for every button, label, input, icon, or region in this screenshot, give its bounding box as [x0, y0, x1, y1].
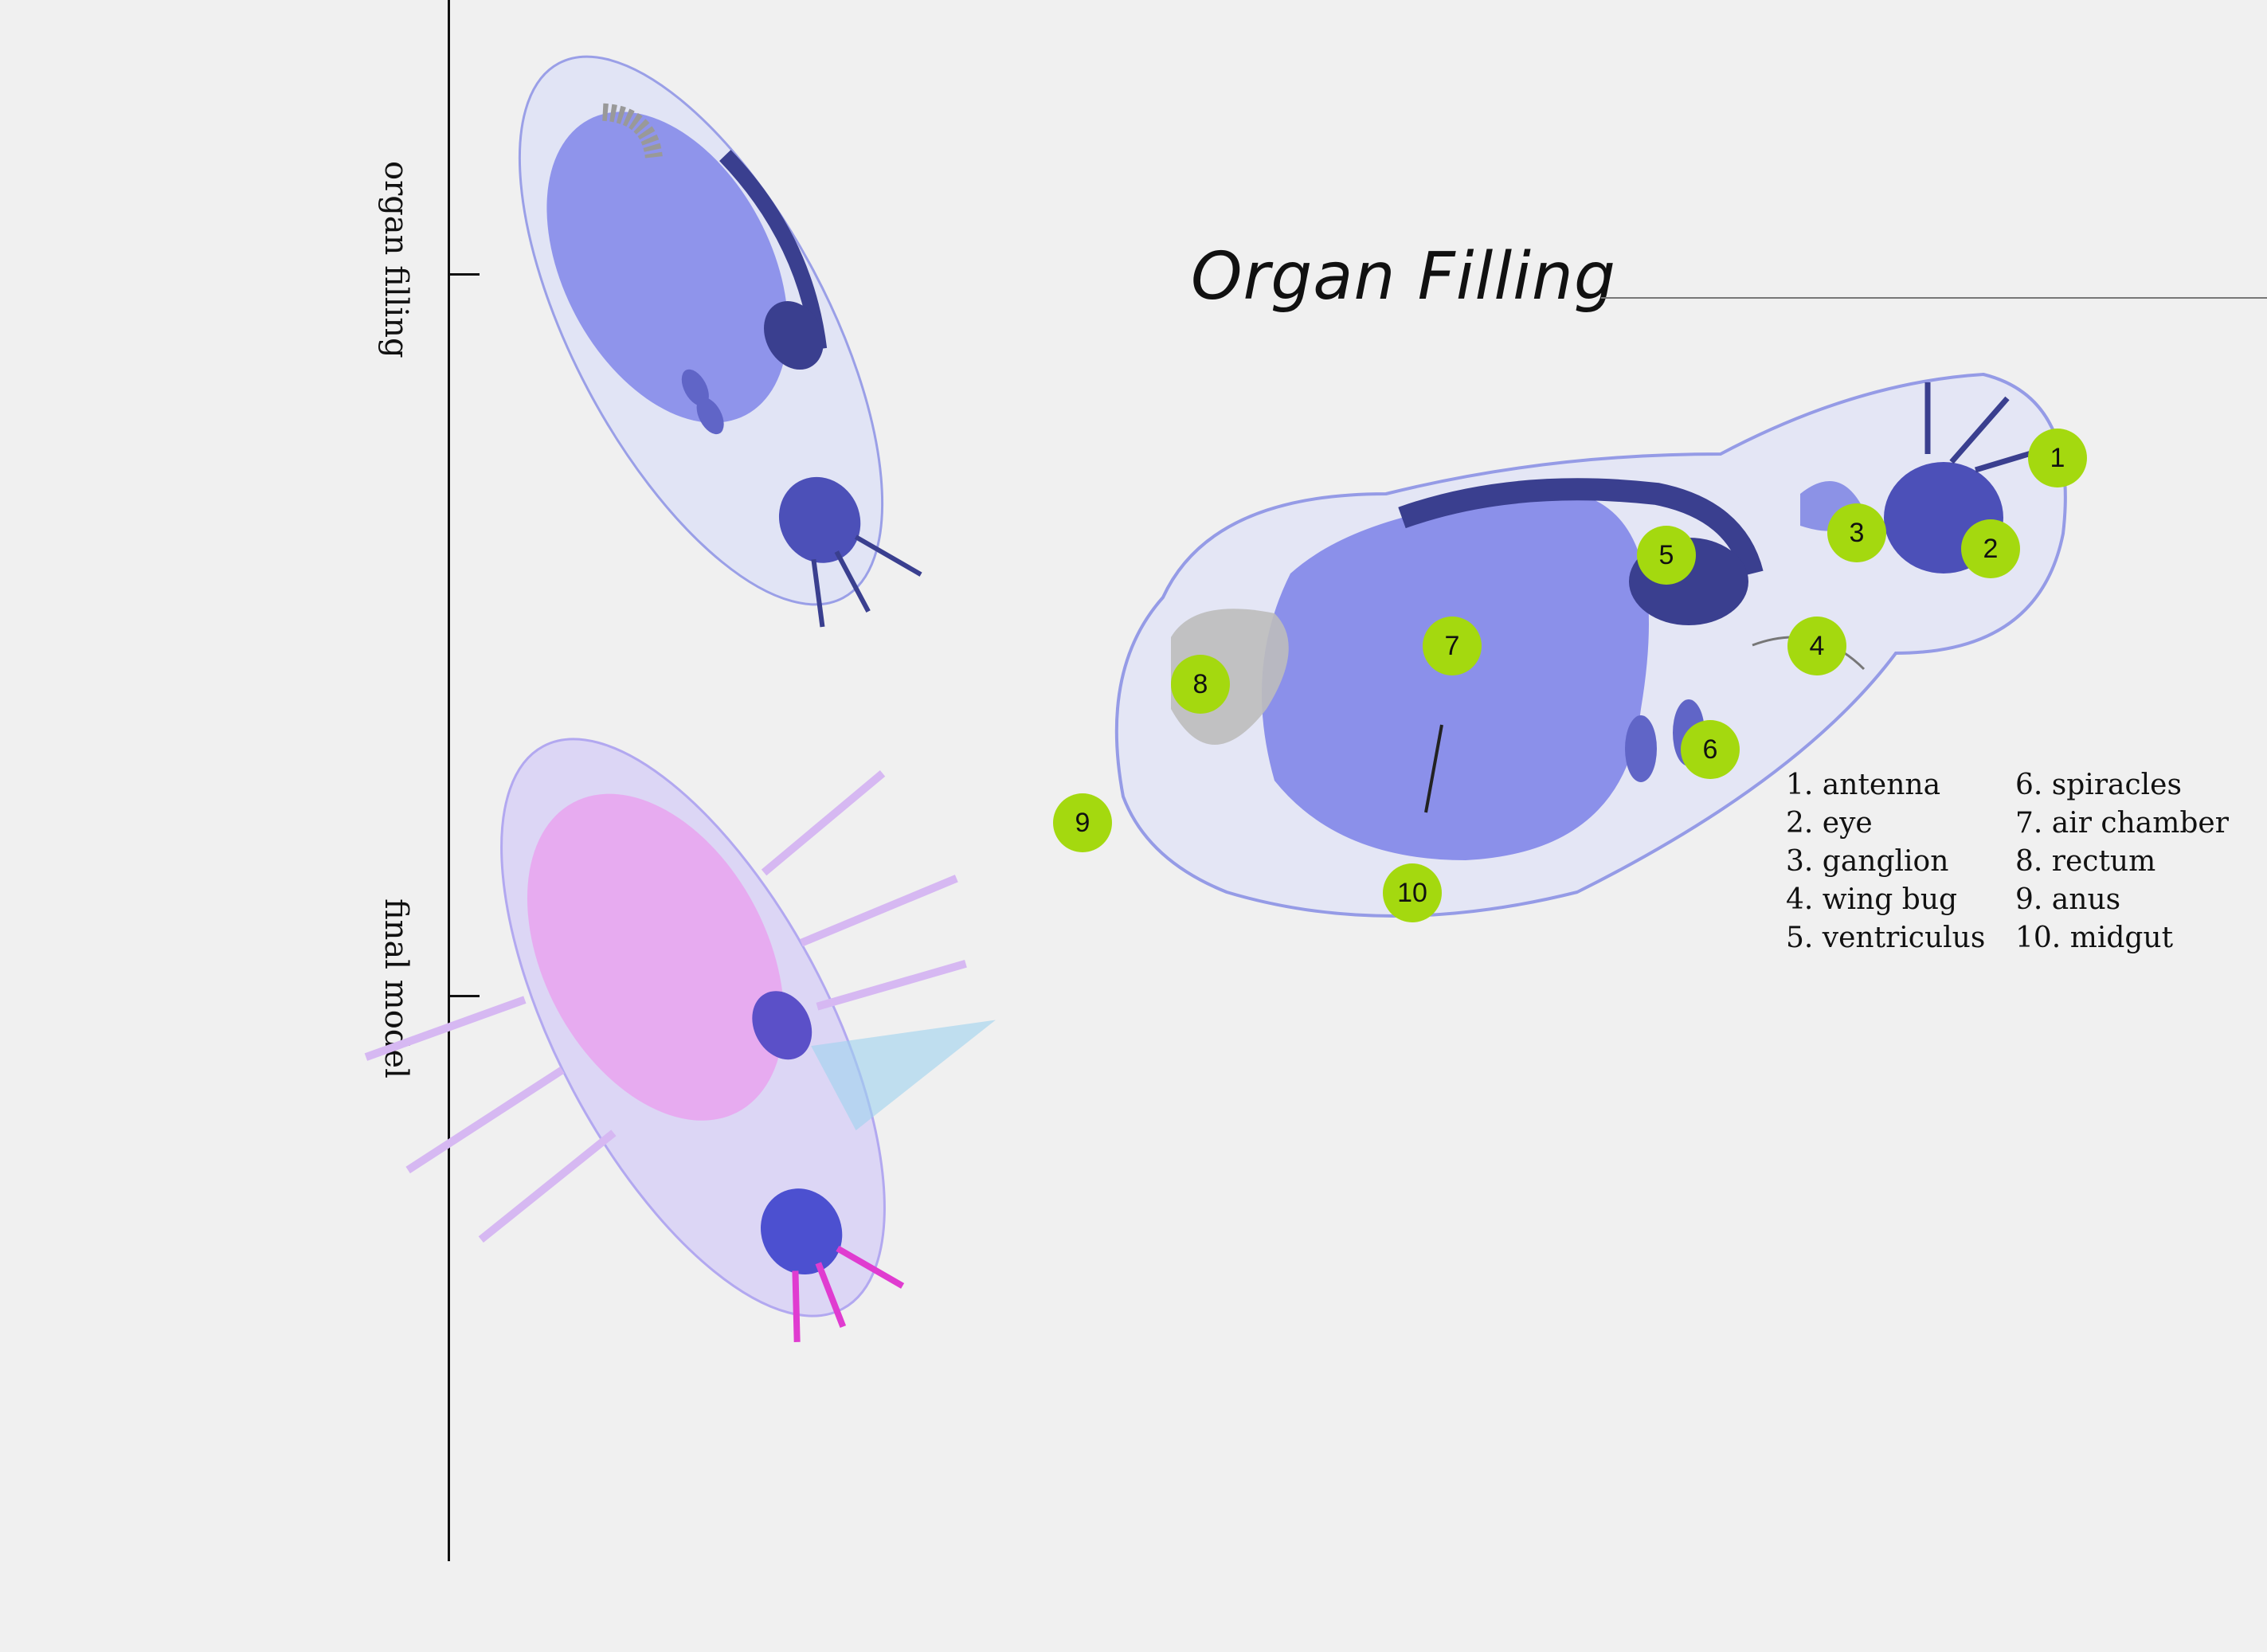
timeline-axis: [448, 0, 450, 1561]
final-model-thumbnail: [364, 738, 996, 1342]
legend-item: 8. rectum: [2015, 845, 2156, 878]
page-title: Organ Filling: [1191, 239, 1616, 315]
legend-item: 6. spiracles: [2015, 769, 2182, 801]
timeline-tick-organ-filling: [448, 273, 480, 276]
legend-right-column: 6. spiracles 7. air chamber 8. rectum 9.…: [2015, 766, 2229, 957]
marker-air-chamber: 7: [1423, 617, 1482, 675]
legend-item: 3. ganglion: [1786, 845, 1949, 878]
legend-item: 7. air chamber: [2015, 807, 2229, 840]
legend-item: 9. anus: [2015, 883, 2121, 916]
title-rule: [1601, 297, 2267, 299]
organ-filling-thumbnail: [518, 55, 922, 628]
timeline-tick-final-model: [448, 995, 480, 997]
stage-label-organ-filling: organ filling: [378, 161, 414, 358]
legend-item: 5. ventriculus: [1786, 922, 1986, 954]
legend-item: 10. midgut: [2015, 922, 2174, 954]
legend-item: 4. wing bug: [1786, 883, 1958, 916]
marker-rectum: 8: [1171, 655, 1230, 714]
marker-spiracles: 6: [1681, 720, 1740, 779]
marker-midgut: 10: [1383, 863, 1442, 922]
marker-ganglion: 3: [1827, 503, 1886, 562]
legend-item: 2. eye: [1786, 807, 1873, 840]
marker-anus: 9: [1053, 793, 1112, 852]
legend-left-column: 1. antenna 2. eye 3. ganglion 4. wing bu…: [1786, 766, 1985, 957]
marker-wing-bug: 4: [1787, 617, 1846, 675]
marker-eye: 2: [1961, 519, 2020, 578]
marker-antenna: 1: [2028, 429, 2087, 487]
specimen-main-illustration: [1114, 372, 2067, 918]
marker-ventriculus: 5: [1637, 526, 1696, 585]
legend-item: 1. antenna: [1786, 769, 1941, 801]
